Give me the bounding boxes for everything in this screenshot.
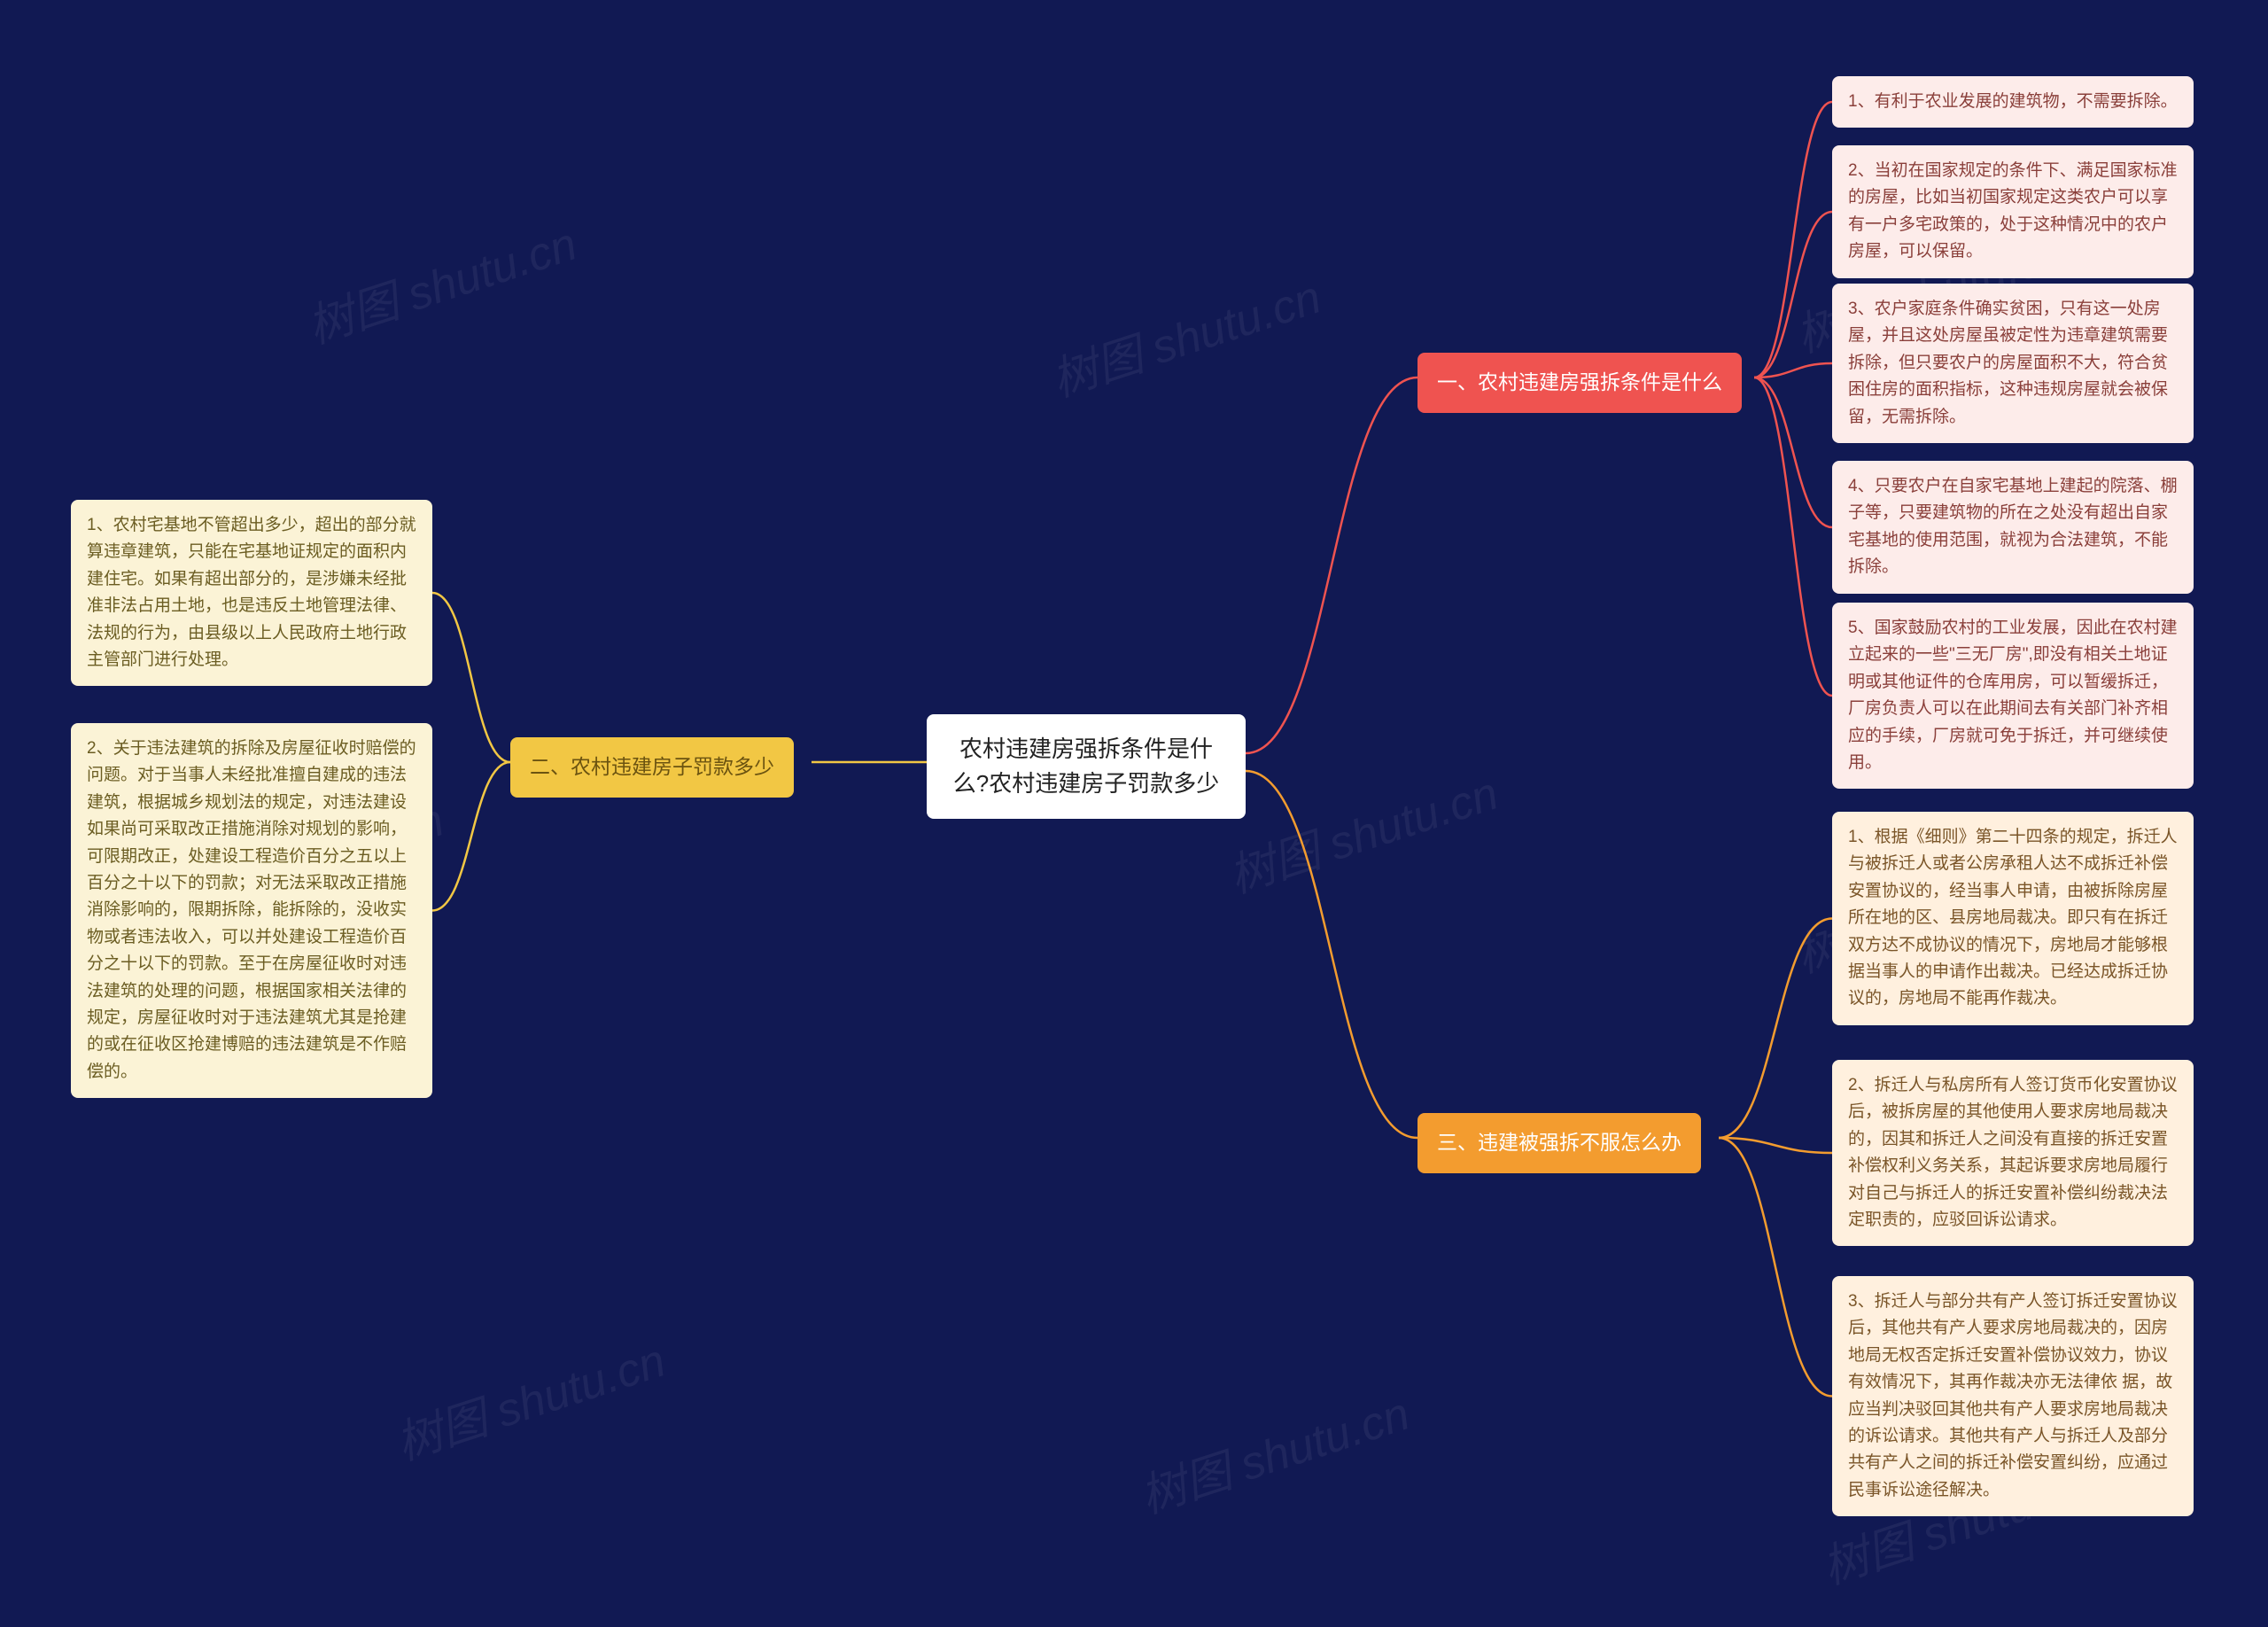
leaf-node: 2、当初在国家规定的条件下、满足国家标准的房屋，比如当初国家规定这类农户可以享有… [1832, 145, 2194, 278]
watermark: 树图 shutu.cn [1130, 1376, 1417, 1526]
leaf-node: 2、关于违法建筑的拆除及房屋征收时赔偿的问题。对于当事人未经批准擅自建成的违法建… [71, 723, 432, 1098]
center-node: 农村违建房强拆条件是什 么?农村违建房子罚款多少 [927, 714, 1246, 819]
watermark: 树图 shutu.cn [1219, 756, 1505, 906]
leaf-node: 3、农户家庭条件确实贫困，只有这一处房屋，并且这处房屋虽被定性为违章建筑需要拆除… [1832, 284, 2194, 443]
branch-node: 三、违建被强拆不服怎么办 [1418, 1113, 1701, 1173]
leaf-node: 3、拆迁人与部分共有产人签订拆迁安置协议后，其他共有产人要求房地局裁决的，因房地… [1832, 1276, 2194, 1516]
watermark: 树图 shutu.cn [1042, 260, 1328, 409]
leaf-node: 4、只要农户在自家宅基地上建起的院落、棚子等，只要建筑物的所在之处没有超出自家宅… [1832, 461, 2194, 594]
leaf-node: 1、农村宅基地不管超出多少，超出的部分就算违章建筑，只能在宅基地证规定的面积内建… [71, 500, 432, 686]
watermark: 树图 shutu.cn [386, 1323, 672, 1473]
leaf-node: 1、有利于农业发展的建筑物，不需要拆除。 [1832, 76, 2194, 128]
leaf-node: 1、根据《细则》第二十四条的规定，拆迁人与被拆迁人或者公房承租人达不成拆迁补偿安… [1832, 812, 2194, 1025]
leaf-node: 5、国家鼓励农村的工业发展，因此在农村建立起来的一些"三无厂房",即没有相关土地… [1832, 603, 2194, 789]
branch-node: 二、农村违建房子罚款多少 [510, 737, 794, 798]
leaf-node: 2、拆迁人与私房所有人签订货币化安置协议后，被拆房屋的其他使用人要求房地局裁决的… [1832, 1060, 2194, 1246]
branch-node: 一、农村违建房强拆条件是什么 [1418, 353, 1742, 413]
watermark: 树图 shutu.cn [298, 206, 584, 356]
